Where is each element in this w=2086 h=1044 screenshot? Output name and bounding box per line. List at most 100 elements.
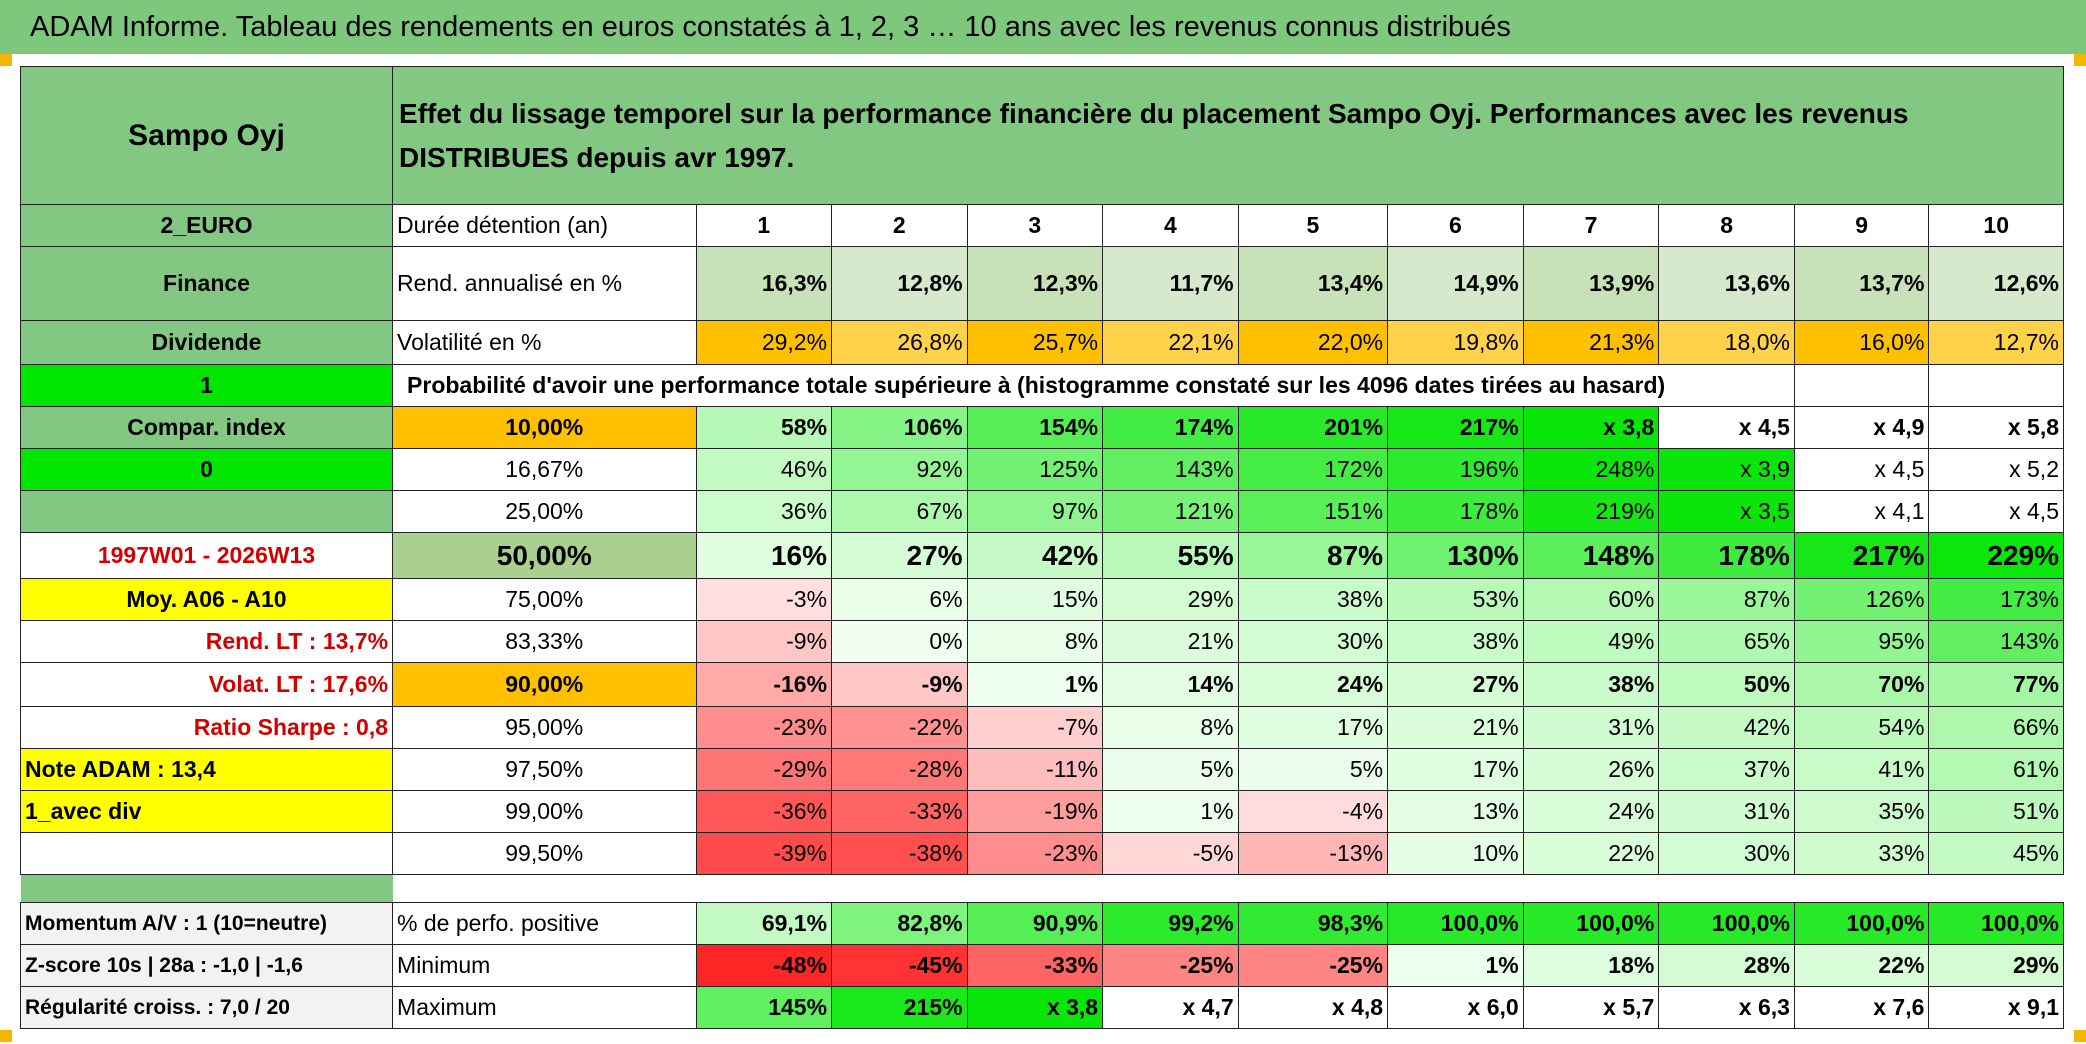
- minimum-value: -48%: [695, 944, 833, 987]
- percentile-label: 90,00%: [392, 662, 697, 707]
- asset-name: Sampo Oyj: [19, 66, 394, 205]
- probability-value: 55%: [1102, 532, 1239, 579]
- rend-value: 13,4%: [1237, 246, 1389, 321]
- probability-value: 172%: [1237, 448, 1389, 491]
- positive-value: 82,8%: [831, 902, 968, 945]
- probability-value: 87%: [1237, 532, 1389, 579]
- volatility-value: 25,7%: [966, 320, 1104, 365]
- volatility-value: 18,0%: [1658, 320, 1795, 365]
- percentile-label: 97,50%: [392, 748, 697, 791]
- mode-label: 1_avec div: [19, 790, 394, 833]
- positive-value: 100,0%: [1658, 902, 1795, 945]
- vol-label: Volatilité en %: [392, 320, 697, 365]
- min-label: Minimum: [392, 944, 697, 987]
- minimum-value: -45%: [831, 944, 968, 987]
- year-header: 8: [1658, 204, 1795, 247]
- probability-value: 37%: [1658, 748, 1795, 791]
- rend-label: Rend. annualisé en %: [392, 246, 697, 321]
- probability-value: 58%: [695, 406, 833, 449]
- maximum-value: x 6,3: [1658, 986, 1795, 1029]
- minimum-value: -33%: [966, 944, 1104, 987]
- probability-value: -13%: [1237, 832, 1389, 875]
- empty-green-cell: [19, 490, 394, 533]
- percentile-label: 95,00%: [392, 706, 697, 749]
- probability-value: 30%: [1237, 620, 1389, 663]
- maximum-value: x 7,6: [1793, 986, 1930, 1029]
- probability-value: 67%: [831, 490, 968, 533]
- minimum-value: -25%: [1237, 944, 1389, 987]
- probability-value: -19%: [966, 790, 1104, 833]
- minimum-value: 1%: [1387, 944, 1524, 987]
- probability-value: 5%: [1237, 748, 1389, 791]
- positive-value: 98,3%: [1237, 902, 1389, 945]
- probability-value: 31%: [1522, 706, 1660, 749]
- positive-value: 69,1%: [695, 902, 833, 945]
- average-label: Moy. A06 - A10: [19, 578, 394, 621]
- probability-value: 38%: [1387, 620, 1524, 663]
- rend-value: 11,7%: [1102, 246, 1239, 321]
- probability-value: x 4,1: [1793, 490, 1930, 533]
- percentile-label: 83,33%: [392, 620, 697, 663]
- sharpe-ratio: Ratio Sharpe : 0,8: [19, 706, 394, 749]
- probability-value: 1%: [966, 662, 1104, 707]
- minimum-value: 18%: [1522, 944, 1660, 987]
- volatility-value: 29,2%: [695, 320, 833, 365]
- corner-marker: [0, 1030, 12, 1042]
- rend-value: 12,3%: [966, 246, 1104, 321]
- probability-value: -23%: [966, 832, 1104, 875]
- probability-value: 178%: [1387, 490, 1524, 533]
- probability-value: 178%: [1658, 532, 1795, 579]
- probability-value: 35%: [1793, 790, 1930, 833]
- probability-value: 42%: [966, 532, 1104, 579]
- corner-marker: [2074, 54, 2086, 66]
- report-table-frame: Sampo Oyj Effet du lissage temporel sur …: [19, 66, 2064, 1029]
- probability-value: x 4,5: [1928, 490, 2064, 533]
- probability-value: x 3,5: [1658, 490, 1795, 533]
- probability-value: -3%: [695, 578, 833, 621]
- probability-value: 17%: [1387, 748, 1524, 791]
- rend-value: 14,9%: [1387, 246, 1524, 321]
- max-label: Maximum: [392, 986, 697, 1029]
- probability-value: 38%: [1237, 578, 1389, 621]
- probability-value: 217%: [1387, 406, 1524, 449]
- probability-value: 33%: [1793, 832, 1930, 875]
- maximum-value: x 4,8: [1237, 986, 1389, 1029]
- probability-value: 30%: [1658, 832, 1795, 875]
- percentile-label: 16,67%: [392, 448, 697, 491]
- maximum-value: x 3,8: [966, 986, 1104, 1029]
- probability-value: 41%: [1793, 748, 1930, 791]
- maximum-value: 145%: [695, 986, 833, 1029]
- corner-marker: [0, 54, 12, 66]
- probability-value: 14%: [1102, 662, 1239, 707]
- probability-value: 148%: [1522, 532, 1660, 579]
- volatility-value: 22,1%: [1102, 320, 1239, 365]
- probability-value: 45%: [1928, 832, 2064, 875]
- probability-value: 229%: [1928, 532, 2064, 579]
- probability-value: 217%: [1793, 532, 1930, 579]
- rend-value: 12,8%: [831, 246, 968, 321]
- probability-value: 61%: [1928, 748, 2064, 791]
- probability-value: 36%: [695, 490, 833, 533]
- probability-value: -29%: [695, 748, 833, 791]
- year-header: 6: [1387, 204, 1524, 247]
- positive-value: 99,2%: [1102, 902, 1239, 945]
- probability-value: 154%: [966, 406, 1104, 449]
- minimum-value: 22%: [1793, 944, 1930, 987]
- probability-value: x 5,8: [1928, 406, 2064, 449]
- volatility-value: 12,7%: [1928, 320, 2064, 365]
- probability-value: 24%: [1522, 790, 1660, 833]
- probability-value: 31%: [1658, 790, 1795, 833]
- probability-value: 201%: [1237, 406, 1389, 449]
- probability-title: Probabilité d'avoir une performance tota…: [392, 364, 1795, 407]
- period-label: 1997W01 - 2026W13: [19, 532, 394, 579]
- probability-value: 27%: [831, 532, 968, 579]
- probability-value: 24%: [1237, 662, 1389, 707]
- minimum-value: 28%: [1658, 944, 1795, 987]
- percentile-label: 75,00%: [392, 578, 697, 621]
- probability-value: 13%: [1387, 790, 1524, 833]
- probability-value: 143%: [1928, 620, 2064, 663]
- probability-value: -22%: [831, 706, 968, 749]
- percentile-label: 99,50%: [392, 832, 697, 875]
- year-header: 3: [966, 204, 1104, 247]
- probability-value: x 4,9: [1793, 406, 1930, 449]
